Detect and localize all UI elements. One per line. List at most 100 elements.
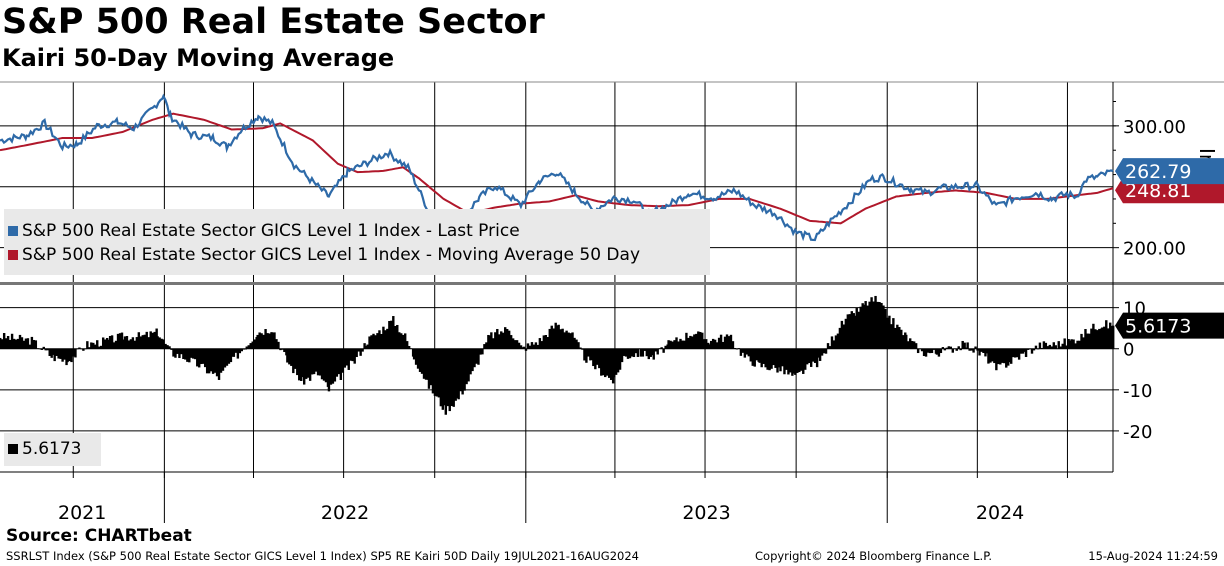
kairi-bar <box>51 348 54 355</box>
kairi-bar <box>349 348 352 361</box>
footer-timestamp: 15-Aug-2024 11:24:59 <box>1088 549 1218 563</box>
kairi-bar <box>368 336 371 349</box>
kairi-bar <box>108 335 112 349</box>
kairi-bar <box>834 335 838 349</box>
kairi-bar <box>607 348 611 378</box>
kairi-bar <box>402 334 405 349</box>
kairi-bar <box>636 348 640 357</box>
legend-label-kairi: 5.6173 <box>22 439 82 459</box>
chart-subtitle: Kairi 50-Day Moving Average <box>2 44 395 72</box>
kairi-bar <box>1028 348 1032 350</box>
kairi-bar <box>1021 348 1025 354</box>
kairi-bar <box>256 334 259 349</box>
kairi-bar <box>145 331 148 349</box>
kairi-bar <box>450 348 453 407</box>
kairi-bar <box>36 348 40 349</box>
kairi-bar <box>987 348 990 364</box>
kairi-bar <box>920 348 924 352</box>
kairi-bar <box>151 332 154 349</box>
kairi-bar <box>251 341 254 349</box>
kairi-bar <box>488 335 491 349</box>
kairi-bar <box>1013 348 1017 358</box>
kairi-bar <box>1094 329 1097 349</box>
kairi-bar <box>34 340 38 349</box>
kairi-bar <box>454 348 457 401</box>
kairi-bar <box>394 325 397 349</box>
kairi-bar <box>316 348 320 376</box>
kairi-bar <box>830 336 834 349</box>
kairi-legend: 5.6173 <box>4 433 101 466</box>
kairi-bar <box>308 348 312 381</box>
kairi-bar <box>63 348 66 360</box>
kairi-bar <box>787 348 790 375</box>
kairi-bar <box>824 348 828 354</box>
kairi-bar <box>1010 348 1013 364</box>
kairi-bar <box>902 335 905 349</box>
kairi-bar <box>1063 338 1066 349</box>
kairi-bar <box>469 348 472 375</box>
kairi-bar <box>1046 346 1050 349</box>
kairi-bar <box>544 334 548 349</box>
kairi-bar <box>28 344 32 349</box>
source-note: Source: CHARTbeat <box>6 526 192 546</box>
kairi-bar <box>589 348 592 361</box>
kairi-bar <box>811 348 815 362</box>
kairi-bar <box>791 348 794 376</box>
kairi-bar <box>852 313 855 349</box>
kairi-bar <box>643 348 647 351</box>
kairi-bar <box>209 348 213 372</box>
kairi-bar <box>844 318 848 349</box>
kairi-bar <box>779 348 782 372</box>
kairi-bar <box>405 341 409 349</box>
kairi-bar <box>483 344 486 349</box>
kairi-bar <box>709 340 713 349</box>
kairi-bar <box>993 348 996 364</box>
kairi-bar <box>125 336 129 349</box>
kairi-bar <box>528 345 532 349</box>
kairi-bar <box>1017 348 1021 360</box>
kairi-bar <box>200 348 203 365</box>
kairi-bar <box>677 341 680 349</box>
kairi-bar <box>277 341 280 349</box>
kairi-bar <box>567 332 570 349</box>
kairi-bar <box>524 348 528 351</box>
kairi-bar <box>583 348 586 361</box>
kairi-bar <box>86 341 89 349</box>
kairi-bar <box>540 341 544 349</box>
kairi-bar <box>985 348 988 354</box>
kairi-bar <box>1065 345 1068 349</box>
kairi-bar <box>711 338 715 349</box>
kairi-bar <box>492 338 495 349</box>
kairi-bar <box>192 348 195 359</box>
kairi-bar <box>320 348 324 380</box>
kairi-bar <box>127 340 131 349</box>
kairi-bar <box>813 348 817 363</box>
kairi-bar <box>645 348 649 357</box>
kairi-bar <box>909 338 912 349</box>
kairi-bar <box>546 337 549 349</box>
kairi-bar <box>2 333 6 349</box>
kairi-bar <box>864 301 867 349</box>
kairi-bar <box>1112 325 1115 349</box>
kairi-bar <box>502 332 505 349</box>
kairi-bar <box>422 348 426 379</box>
kairi-bar <box>1109 322 1112 349</box>
kairi-bar <box>215 348 219 377</box>
kairi-bar <box>473 348 476 368</box>
kairi-bar <box>92 342 95 349</box>
kairi-bar <box>1011 348 1015 358</box>
kairi-bar <box>922 348 926 356</box>
kairi-bar <box>563 332 566 349</box>
kairi-bar <box>194 348 197 360</box>
kairi-bar <box>900 329 903 349</box>
kairi-bar <box>815 348 819 368</box>
kairi-bar <box>121 339 125 349</box>
kairi-bar <box>94 344 97 349</box>
kairi-bar <box>477 348 480 365</box>
kairi-bar <box>536 344 540 349</box>
kairi-bar <box>667 340 670 349</box>
kairi-bar <box>234 348 238 353</box>
kairi-bar <box>842 324 846 349</box>
kairi-bar <box>573 337 576 349</box>
kairi-bar <box>701 332 704 349</box>
